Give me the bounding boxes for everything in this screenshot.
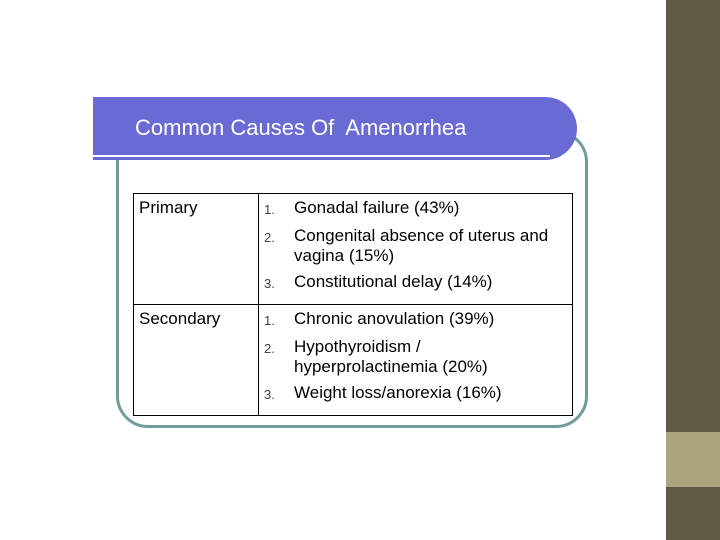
item-text: Constitutional delay (14%) xyxy=(294,272,493,291)
item-text: Hypothyroidism / hyperprolactinemia (20%… xyxy=(294,337,488,376)
title-bar xyxy=(93,97,577,160)
title: Common Causes Of Amenorrhea xyxy=(135,115,467,140)
list-item: 2. Hypothyroidism / hyperprolactinemia (2… xyxy=(264,337,567,377)
item-marker: 1. xyxy=(264,313,275,328)
item-marker: 3. xyxy=(264,276,275,291)
row-label: Primary xyxy=(133,193,259,305)
row-items: 1. Chronic anovulation (39%) 2. Hypothyroid… xyxy=(258,304,573,416)
causes-table: Primary 1. Gonadal failure (43%) 2. Congenit… xyxy=(133,193,573,416)
item-marker: 2. xyxy=(264,230,275,245)
row-items: 1. Gonadal failure (43%) 2. Congenital abse… xyxy=(258,193,573,305)
table-row: Primary 1. Gonadal failure (43%) 2. Congenit… xyxy=(133,193,573,305)
title-underline xyxy=(93,155,550,157)
item-marker: 1. xyxy=(264,202,275,217)
item-text: Gonadal failure (43%) xyxy=(294,198,460,217)
item-marker: 2. xyxy=(264,341,275,356)
item-list: 1. Gonadal failure (43%) 2. Congenital abse… xyxy=(264,198,567,294)
side-accent xyxy=(666,432,720,487)
item-text: Congenital absence of uterus and vagina … xyxy=(294,226,549,265)
list-item: 3. Weight loss/anorexia (16%) xyxy=(264,383,567,405)
list-item: 2. Congenital absence of uterus and vagin… xyxy=(264,226,567,266)
item-text: Chronic anovulation (39%) xyxy=(294,309,495,328)
item-list: 1. Chronic anovulation (39%) 2. Hypothyroid… xyxy=(264,309,567,405)
list-item: 3. Constitutional delay (14%) xyxy=(264,272,567,294)
list-item: 1. Gonadal failure (43%) xyxy=(264,198,567,220)
item-marker: 3. xyxy=(264,387,275,402)
row-label: Secondary xyxy=(133,304,259,416)
list-item: 1. Chronic anovulation (39%) xyxy=(264,309,567,331)
table-row: Secondary 1. Chronic anovulation (39%) 2. Hy… xyxy=(133,304,573,416)
item-text: Weight loss/anorexia (16%) xyxy=(294,383,502,402)
